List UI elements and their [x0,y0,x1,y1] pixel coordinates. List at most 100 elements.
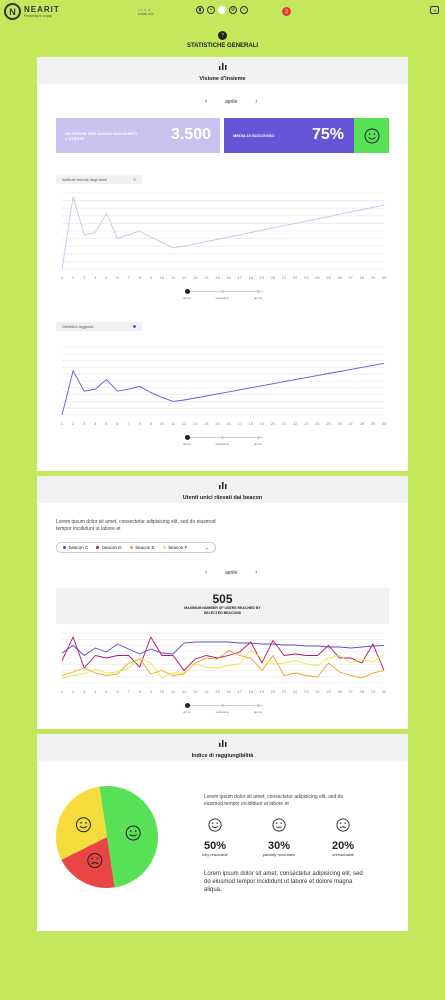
kpi-success-label: MEDIA DI SUCCESSO [233,133,275,138]
kpi-success-value: 75% [311,126,344,143]
range-slider-2[interactable]: ultimo settimana giorno [183,434,265,448]
settings-icon[interactable]: ⚙ [229,6,237,14]
max-users-box: 505 MAXIMUM NUMBER OF USERS REACHED BY S… [56,588,389,624]
x-tick-label: 9 [150,275,153,280]
range-knob[interactable] [185,703,190,708]
x-tick-label: 23 [304,689,309,694]
app-name: v 1 . 0 . 0 NOME APP [138,8,154,16]
page-title: STATISTICHE GENERALI [186,43,259,49]
smiley-sad-icon [87,853,103,869]
x-tick-label: 27 [348,421,353,426]
reach-header: Indice di raggiungibilità [37,734,408,761]
x-tick-label: 22 [293,275,298,280]
reach-panel: Indice di raggiungibilità Lorem ipsum do… [37,734,408,931]
x-tick-label: 21 [282,275,287,280]
x-tick-label: 3 [83,421,86,426]
x-tick-label: 8 [139,275,142,280]
smiley-happy-icon [208,818,222,832]
kpi-notifications-label: NOTIFICHE CHE HANNO RAGGIUNTO L'UTENTE [65,131,138,141]
x-tick-label: 7 [128,689,131,694]
x-tick-label: 26 [337,275,342,280]
range-knob[interactable] [185,289,190,294]
overview-header: Visione d'insieme [37,57,408,84]
x-tick-label: 4 [94,275,97,280]
beacons-title: Utenti unici rilevati dai beacon [182,495,263,501]
reach-pie-chart [55,785,159,894]
plus-icon[interactable]: + [207,6,215,14]
kpi-notifications-value: 3.500 [170,126,211,143]
beacon-chip-d[interactable]: beacon D [96,545,122,550]
pie-slice [99,786,158,888]
reach-partially: 30% partially reachable [254,818,304,857]
next-month-button[interactable]: › [255,570,258,576]
goal-chart: 1 2 3 4 5 6 7 8 9 10 11 12 13 14 15 16 17 18 19 20 21 22 23 24 2… [56,343,390,427]
smiley-happy-icon [125,825,141,841]
x-tick-label: 13 [193,689,198,694]
x-tick-label: 24 [315,421,320,426]
x-tick-label: 30 [382,689,387,694]
legend-goal[interactable]: Obbiettivo raggiunto [56,322,142,331]
help-icon[interactable]: ? [218,31,227,40]
x-tick-label: 30 [382,421,387,426]
notification-badge[interactable]: 3 [282,7,291,16]
x-tick-label: 25 [326,421,331,426]
x-tick-label: 28 [360,421,365,426]
legend-dot [133,325,136,328]
top-bar: N NEARIT Proximity is a way v 1 . 0 . 0 … [0,0,445,24]
bar-chart-icon [218,740,227,749]
beacon-chip-f[interactable]: beacon F [162,545,187,550]
series-line [61,649,385,679]
chevron-down-icon[interactable]: ⌄ [204,545,209,551]
x-tick-label: 29 [371,421,376,426]
x-tick-label: 2 [72,275,75,280]
beacon-select[interactable]: beacon C beacon D beacon E beacon F ⌄ [56,542,216,553]
range-slider-3[interactable]: ultimo settimana giorno [183,702,265,716]
x-tick-label: 16 [226,421,231,426]
series-line [61,196,385,270]
x-tick-label: 1 [61,421,64,426]
x-tick-label: 15 [215,421,220,426]
range-slider-1[interactable]: ultimo settimana giorno [183,288,265,302]
overview-panel: Visione d'insieme ‹ aprile › NOTIFICHE C… [37,57,408,471]
reach-fully: 50% fully reachable [190,818,240,857]
legend-notifications[interactable]: Notifiche ricevute dagli utenti [56,175,142,184]
info-icon[interactable]: i [240,6,248,14]
reach-unreachable: 20% unreachable [318,818,368,857]
smiley-neutral-icon [272,818,286,832]
x-tick-label: 7 [128,421,131,426]
x-tick-label: 18 [249,689,254,694]
prev-month-button[interactable]: ‹ [205,99,207,105]
next-month-button[interactable]: › [255,99,258,105]
x-tick-label: 29 [371,689,376,694]
x-tick-label: 24 [315,689,320,694]
x-tick-label: 19 [260,689,265,694]
x-tick-label: 24 [315,275,320,280]
bar-chart-icon [218,63,227,72]
x-tick-label: 6 [116,689,119,694]
beacons-panel: Utenti unici rilevati dai beacon Lorem i… [37,476,408,729]
share-icon[interactable] [218,6,226,14]
x-tick-label: 13 [193,421,198,426]
kpi-success: MEDIA DI SUCCESSO 75% [224,118,354,153]
brand-name: NEARIT [24,4,60,14]
x-tick-label: 9 [150,421,153,426]
x-tick-label: 7 [128,275,131,280]
bar-chart-icon [218,482,227,491]
x-tick-label: 25 [326,275,331,280]
beacon-chip-e[interactable]: beacon E [129,545,155,550]
x-tick-label: 15 [215,689,220,694]
chart-icon[interactable]: ▮ [196,6,204,14]
x-tick-label: 15 [215,275,220,280]
reach-intro: Lorem ipsum dolor sit amet, consectetur … [204,794,344,807]
month-label: aprile [225,570,238,576]
max-users-value: 505 [212,592,233,606]
x-tick-label: 10 [160,421,165,426]
beacon-chip-c[interactable]: beacon C [63,545,88,550]
range-knob[interactable] [185,435,190,440]
logo[interactable]: N NEARIT Proximity is a way [4,3,60,20]
prev-month-button[interactable]: ‹ [205,570,207,576]
logout-icon[interactable]: ⇥ [430,6,439,14]
beacons-header: Utenti unici rilevati dai beacon [37,476,408,503]
x-tick-label: 3 [83,275,86,280]
x-tick-label: 11 [171,275,176,280]
